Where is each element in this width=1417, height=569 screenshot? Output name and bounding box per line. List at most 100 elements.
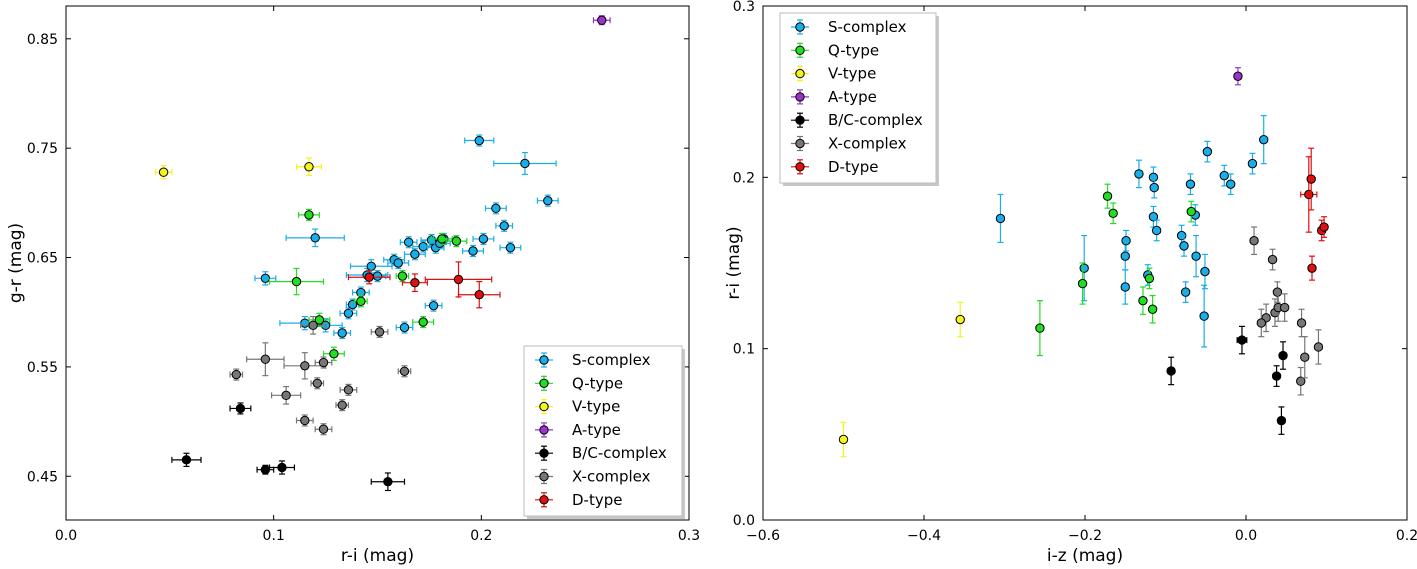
marker	[838, 434, 849, 445]
series-d-type	[347, 261, 501, 309]
marker	[1102, 191, 1113, 201]
marker	[260, 273, 271, 284]
marker	[343, 385, 354, 395]
data-point	[295, 414, 314, 427]
data-point	[1236, 325, 1248, 355]
marker	[1121, 236, 1131, 246]
series-a-type	[592, 15, 611, 26]
marker	[1233, 71, 1243, 81]
legend-entry: B/C-complex	[535, 444, 667, 462]
marker	[397, 271, 408, 281]
marker	[1166, 366, 1176, 376]
marker	[499, 221, 509, 231]
x-tick-label: 0.3	[678, 528, 700, 544]
data-point	[1313, 329, 1324, 365]
marker	[1249, 236, 1259, 246]
data-point	[464, 134, 495, 147]
data-point	[322, 346, 345, 361]
marker	[491, 203, 501, 214]
legend-entry: X-complex	[535, 468, 651, 486]
marker	[304, 210, 314, 220]
y-tick-label: 0.45	[27, 469, 58, 485]
data-point	[397, 365, 412, 378]
legend-marker	[539, 448, 549, 458]
data-point	[1307, 255, 1317, 281]
series-a-type	[1233, 67, 1243, 86]
legend: S-complex Q-type V-type A-type B/C-complex X-…	[523, 345, 685, 519]
marker	[1144, 273, 1155, 284]
data-point	[1300, 336, 1310, 379]
series-v-type	[154, 157, 323, 180]
marker	[1147, 304, 1158, 314]
legend-entry: D-type	[791, 158, 878, 176]
series-x-complex	[1249, 226, 1324, 396]
data-point	[395, 321, 414, 334]
marker	[505, 242, 516, 253]
legend-label: S-complex	[828, 18, 907, 36]
marker	[1148, 212, 1159, 222]
marker	[1296, 376, 1306, 386]
legend-box	[523, 345, 683, 517]
marker	[1077, 278, 1088, 289]
data-point	[268, 460, 296, 475]
marker	[1179, 241, 1189, 251]
data-point	[1186, 200, 1196, 223]
marker	[399, 366, 410, 376]
marker	[300, 415, 310, 426]
marker	[543, 195, 553, 206]
series-q-type	[1035, 183, 1196, 357]
data-point	[1199, 284, 1209, 348]
x-axis-label: r-i (mag)	[341, 546, 414, 566]
marker	[1035, 323, 1045, 333]
marker	[1271, 371, 1282, 381]
data-point	[1271, 365, 1282, 387]
marker	[1120, 282, 1130, 292]
legend-label: X-complex	[828, 135, 907, 153]
data-point	[592, 15, 611, 26]
marker	[478, 234, 489, 244]
series-v-type	[838, 301, 965, 458]
legend-entry: Q-type	[535, 374, 623, 392]
marker	[304, 162, 314, 172]
data-point	[1185, 173, 1196, 196]
marker	[158, 167, 169, 177]
data-point	[1151, 219, 1162, 242]
marker	[318, 424, 329, 434]
legend-entry: A-type	[535, 421, 621, 439]
legend-label: V-type	[828, 65, 876, 83]
data-point	[401, 273, 428, 293]
marker	[1180, 287, 1191, 297]
data-point	[1296, 366, 1306, 396]
data-point	[1261, 303, 1271, 333]
data-point	[1138, 286, 1148, 315]
marker	[1079, 263, 1089, 273]
data-point	[838, 421, 849, 458]
legend-box	[779, 12, 937, 184]
data-point	[370, 325, 389, 338]
chart-g-r-vs-r-i: 0.0 0.1 0.2 0.3 0.45 0.55 0.65 0.75 0.85 r-i (mag…	[6, 5, 700, 566]
data-point	[285, 228, 345, 248]
legend-marker	[795, 22, 805, 32]
marker	[1306, 174, 1316, 184]
marker	[1279, 302, 1290, 313]
data-point	[1102, 183, 1113, 209]
y-tick-label: 0.75	[27, 141, 58, 157]
data-point	[1296, 308, 1307, 338]
data-point	[1202, 140, 1213, 163]
data-point	[1233, 67, 1243, 86]
data-point	[246, 342, 285, 377]
data-point	[295, 157, 323, 177]
marker	[437, 234, 447, 244]
legend-label: D-type	[828, 158, 878, 176]
marker	[1313, 342, 1324, 352]
marker	[418, 317, 428, 327]
data-point	[536, 194, 559, 207]
data-point	[333, 326, 352, 340]
marker	[366, 261, 376, 271]
marker	[281, 390, 291, 401]
x-tick-label: −0.6	[746, 528, 780, 544]
legend-marker	[539, 355, 549, 365]
data-point	[1035, 300, 1045, 357]
data-point	[270, 385, 302, 405]
